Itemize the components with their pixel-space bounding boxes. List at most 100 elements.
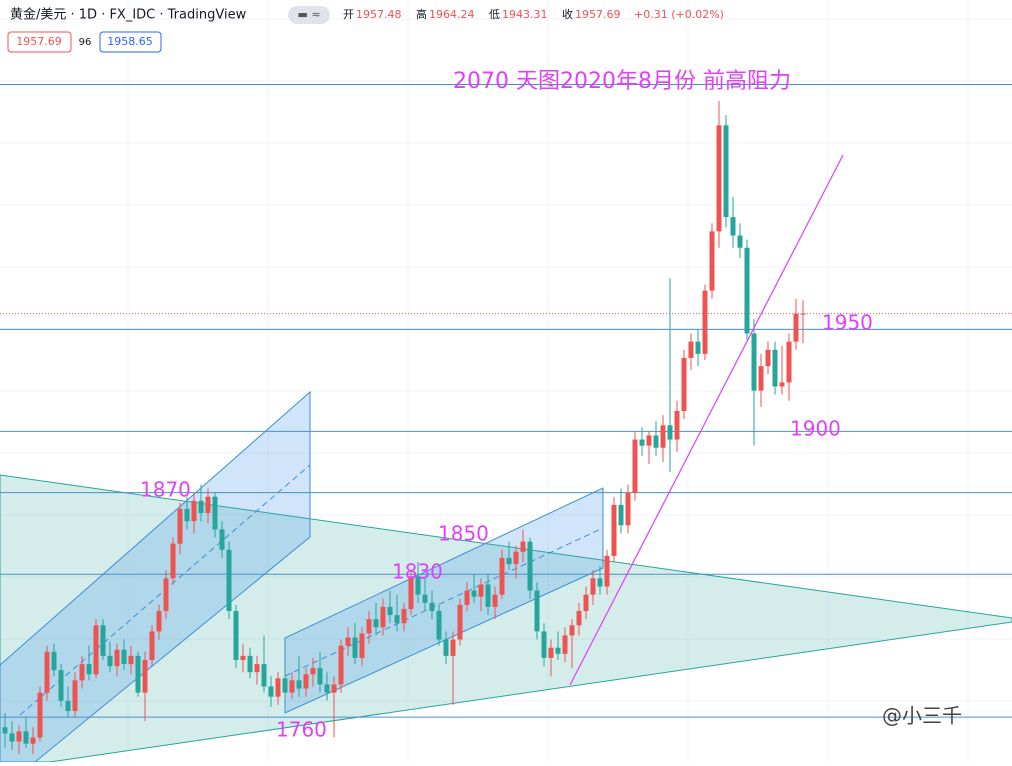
candle-body xyxy=(254,664,260,673)
candle-body xyxy=(149,631,155,660)
candle-body xyxy=(744,247,750,334)
channel-mid xyxy=(284,527,604,677)
low-label: 低 xyxy=(489,8,500,21)
candle-body xyxy=(191,500,197,522)
candle-body xyxy=(660,425,666,448)
candle-body xyxy=(492,594,498,607)
candle-body xyxy=(387,606,393,616)
candle-body xyxy=(65,700,71,711)
candle-body xyxy=(772,349,778,387)
candle-body xyxy=(303,674,309,689)
candle-body xyxy=(583,594,589,611)
header-title: 黄金/美元 · 1D · FX_IDC · TradingView xyxy=(10,7,247,23)
candle-body xyxy=(331,684,337,693)
candle-body xyxy=(394,615,400,624)
candle-body xyxy=(51,651,57,671)
candle-body xyxy=(765,349,771,367)
ask-badge[interactable] xyxy=(99,31,162,53)
candle-body xyxy=(611,504,617,556)
candle-body xyxy=(499,557,505,595)
candle-body xyxy=(485,584,491,607)
candle-body xyxy=(779,382,785,387)
candle-body xyxy=(345,637,351,646)
candle-body xyxy=(590,578,596,595)
candle-body xyxy=(674,411,680,440)
high-label: 高 xyxy=(416,7,427,21)
candle-body xyxy=(289,680,295,693)
candle-body xyxy=(429,602,435,611)
candles xyxy=(2,100,806,754)
candle-body xyxy=(100,625,106,656)
candle-body xyxy=(541,631,547,658)
open-value: 1957.48 xyxy=(356,8,402,21)
annotation: 1850 xyxy=(438,522,489,546)
candle-body xyxy=(443,639,449,656)
candle-body xyxy=(275,678,281,697)
candle-body xyxy=(37,692,43,738)
candle-body xyxy=(72,680,78,711)
candle-body xyxy=(562,635,568,654)
annotations: 2070 天图2020年8月份 前高阻力 1950 1900 1870 1850 1830… xyxy=(140,69,873,742)
candle-body xyxy=(184,508,190,522)
candle-body xyxy=(604,555,610,587)
candle-body xyxy=(240,655,246,660)
candle-body xyxy=(261,664,267,687)
candle-body xyxy=(156,610,162,632)
candle-body xyxy=(555,647,561,654)
candle-body xyxy=(639,439,645,446)
candle-body xyxy=(450,639,456,656)
candle-body xyxy=(296,680,302,689)
candle-body xyxy=(751,333,757,391)
candle-body xyxy=(422,594,428,603)
annotation: 1830 xyxy=(392,560,443,584)
candle-body xyxy=(408,576,414,609)
candle-body xyxy=(212,496,218,530)
bid-badge[interactable] xyxy=(7,31,72,53)
close-label: 收 xyxy=(562,7,573,21)
candle-body xyxy=(373,619,379,628)
candle-body xyxy=(2,727,8,734)
toggle-icon: ▬ ≈ xyxy=(297,8,320,21)
candle-body xyxy=(135,655,141,693)
candle-body xyxy=(23,731,29,744)
candle-body xyxy=(93,625,99,675)
candle-body xyxy=(58,670,64,701)
candle-body xyxy=(16,731,22,742)
candle-body xyxy=(170,543,176,579)
candle-body xyxy=(338,645,344,685)
candle-body xyxy=(219,529,225,550)
candle-body xyxy=(247,655,253,673)
candle-body xyxy=(632,439,638,493)
candle-body xyxy=(737,235,743,248)
candle-body xyxy=(121,649,127,665)
candle-body xyxy=(758,366,764,391)
candle-body xyxy=(625,492,631,526)
candle-body xyxy=(716,125,722,232)
ask-value: 1958.65 xyxy=(107,35,153,48)
candle-body xyxy=(226,549,232,611)
toggle[interactable] xyxy=(288,6,330,24)
candle-body xyxy=(317,668,323,685)
candle-body xyxy=(198,500,204,514)
candle-body xyxy=(723,125,729,218)
annotation: 2070 天图2020年8月份 前高阻力 xyxy=(453,69,791,94)
candle-body xyxy=(457,604,463,640)
candle-body xyxy=(380,606,386,628)
annotation: 1870 xyxy=(140,478,191,502)
candle-body xyxy=(401,608,407,624)
candle-body xyxy=(478,584,484,597)
candle-body xyxy=(114,649,120,667)
channel-left xyxy=(0,390,311,763)
candle-body xyxy=(107,655,113,667)
candle-body xyxy=(359,633,365,658)
high-value: 1964.24 xyxy=(429,8,475,21)
triangle-pattern xyxy=(0,474,1012,763)
watermark: @小三千 xyxy=(882,704,962,728)
candle-body xyxy=(786,341,792,383)
candle-body xyxy=(142,659,148,693)
candle-body xyxy=(618,504,624,526)
candle-body xyxy=(793,313,799,342)
candle-body xyxy=(695,341,701,354)
candle-body xyxy=(366,619,372,634)
candle-body xyxy=(527,541,533,591)
